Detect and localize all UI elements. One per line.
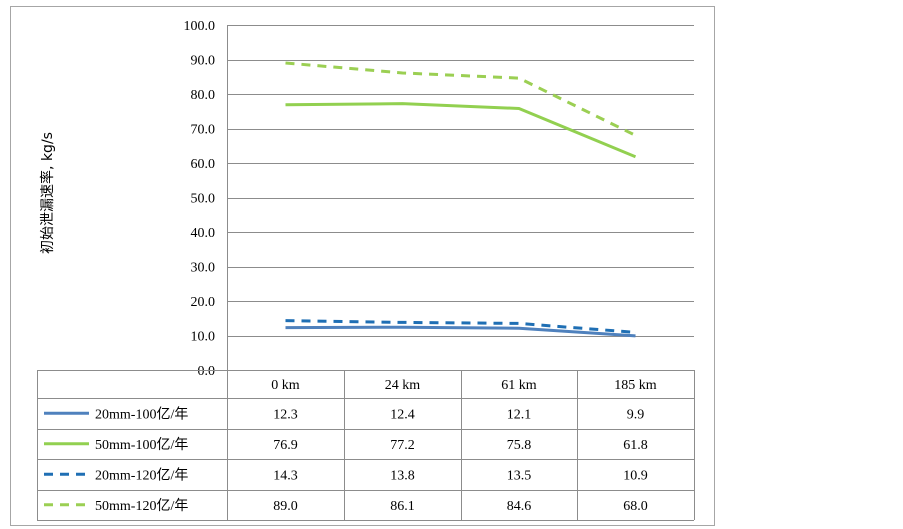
legend-label: 50mm-100亿/年 xyxy=(95,437,188,453)
y-tick-label: 100.0 xyxy=(184,19,216,34)
chart-border xyxy=(10,6,715,526)
legend-label: 50mm-120亿/年 xyxy=(95,498,188,514)
y-tick-label: 90.0 xyxy=(191,54,216,69)
table-value: 76.9 xyxy=(273,438,298,453)
table-value: 89.0 xyxy=(273,499,298,514)
legend-label: 20mm-120亿/年 xyxy=(95,467,188,483)
y-tick-label: 30.0 xyxy=(191,261,216,276)
table-value: 13.8 xyxy=(390,468,415,483)
table-value: 12.1 xyxy=(507,407,532,422)
table-value: 12.4 xyxy=(390,407,415,422)
series-line xyxy=(285,102,637,159)
table-value: 75.8 xyxy=(507,438,532,453)
table-value: 12.3 xyxy=(273,407,298,422)
table-value: 13.5 xyxy=(507,468,532,483)
y-tick-label: 40.0 xyxy=(191,226,216,241)
table-value: 14.3 xyxy=(273,468,298,483)
table-value: 84.6 xyxy=(507,499,532,514)
y-axis-label: 初始泄漏速率, kg/s xyxy=(39,132,56,254)
x-category-label: 24 km xyxy=(385,378,421,393)
x-category-label: 0 km xyxy=(271,378,300,393)
table-value: 10.9 xyxy=(623,468,648,483)
legend-label: 20mm-100亿/年 xyxy=(95,406,188,422)
table-value: 86.1 xyxy=(390,499,415,514)
y-tick-label: 20.0 xyxy=(191,295,216,310)
y-tick-label: 80.0 xyxy=(191,88,216,103)
y-tick-label: 0.0 xyxy=(198,364,216,379)
table-value: 77.2 xyxy=(390,438,415,453)
y-tick-label: 10.0 xyxy=(191,330,216,345)
plot-series xyxy=(285,61,637,338)
table-value: 68.0 xyxy=(623,499,648,514)
series-line xyxy=(285,325,636,338)
series-line xyxy=(285,319,636,334)
y-tick-label: 50.0 xyxy=(191,192,216,207)
table-value: 9.9 xyxy=(627,407,645,422)
y-tick-label: 60.0 xyxy=(191,157,216,172)
data-table: 0 km 24 km 61 km 185 km 20mm-100亿/年 12.3 12.4 1… xyxy=(37,370,695,521)
x-category-label: 61 km xyxy=(501,378,537,393)
table-value: 61.8 xyxy=(623,438,648,453)
y-tick-label: 70.0 xyxy=(191,123,216,138)
y-axis: 0.0 10.0 20.0 30.0 40.0 50.0 60.0 70.0 80.0 90.0 1… xyxy=(184,19,228,379)
x-category-label: 185 km xyxy=(614,378,657,393)
